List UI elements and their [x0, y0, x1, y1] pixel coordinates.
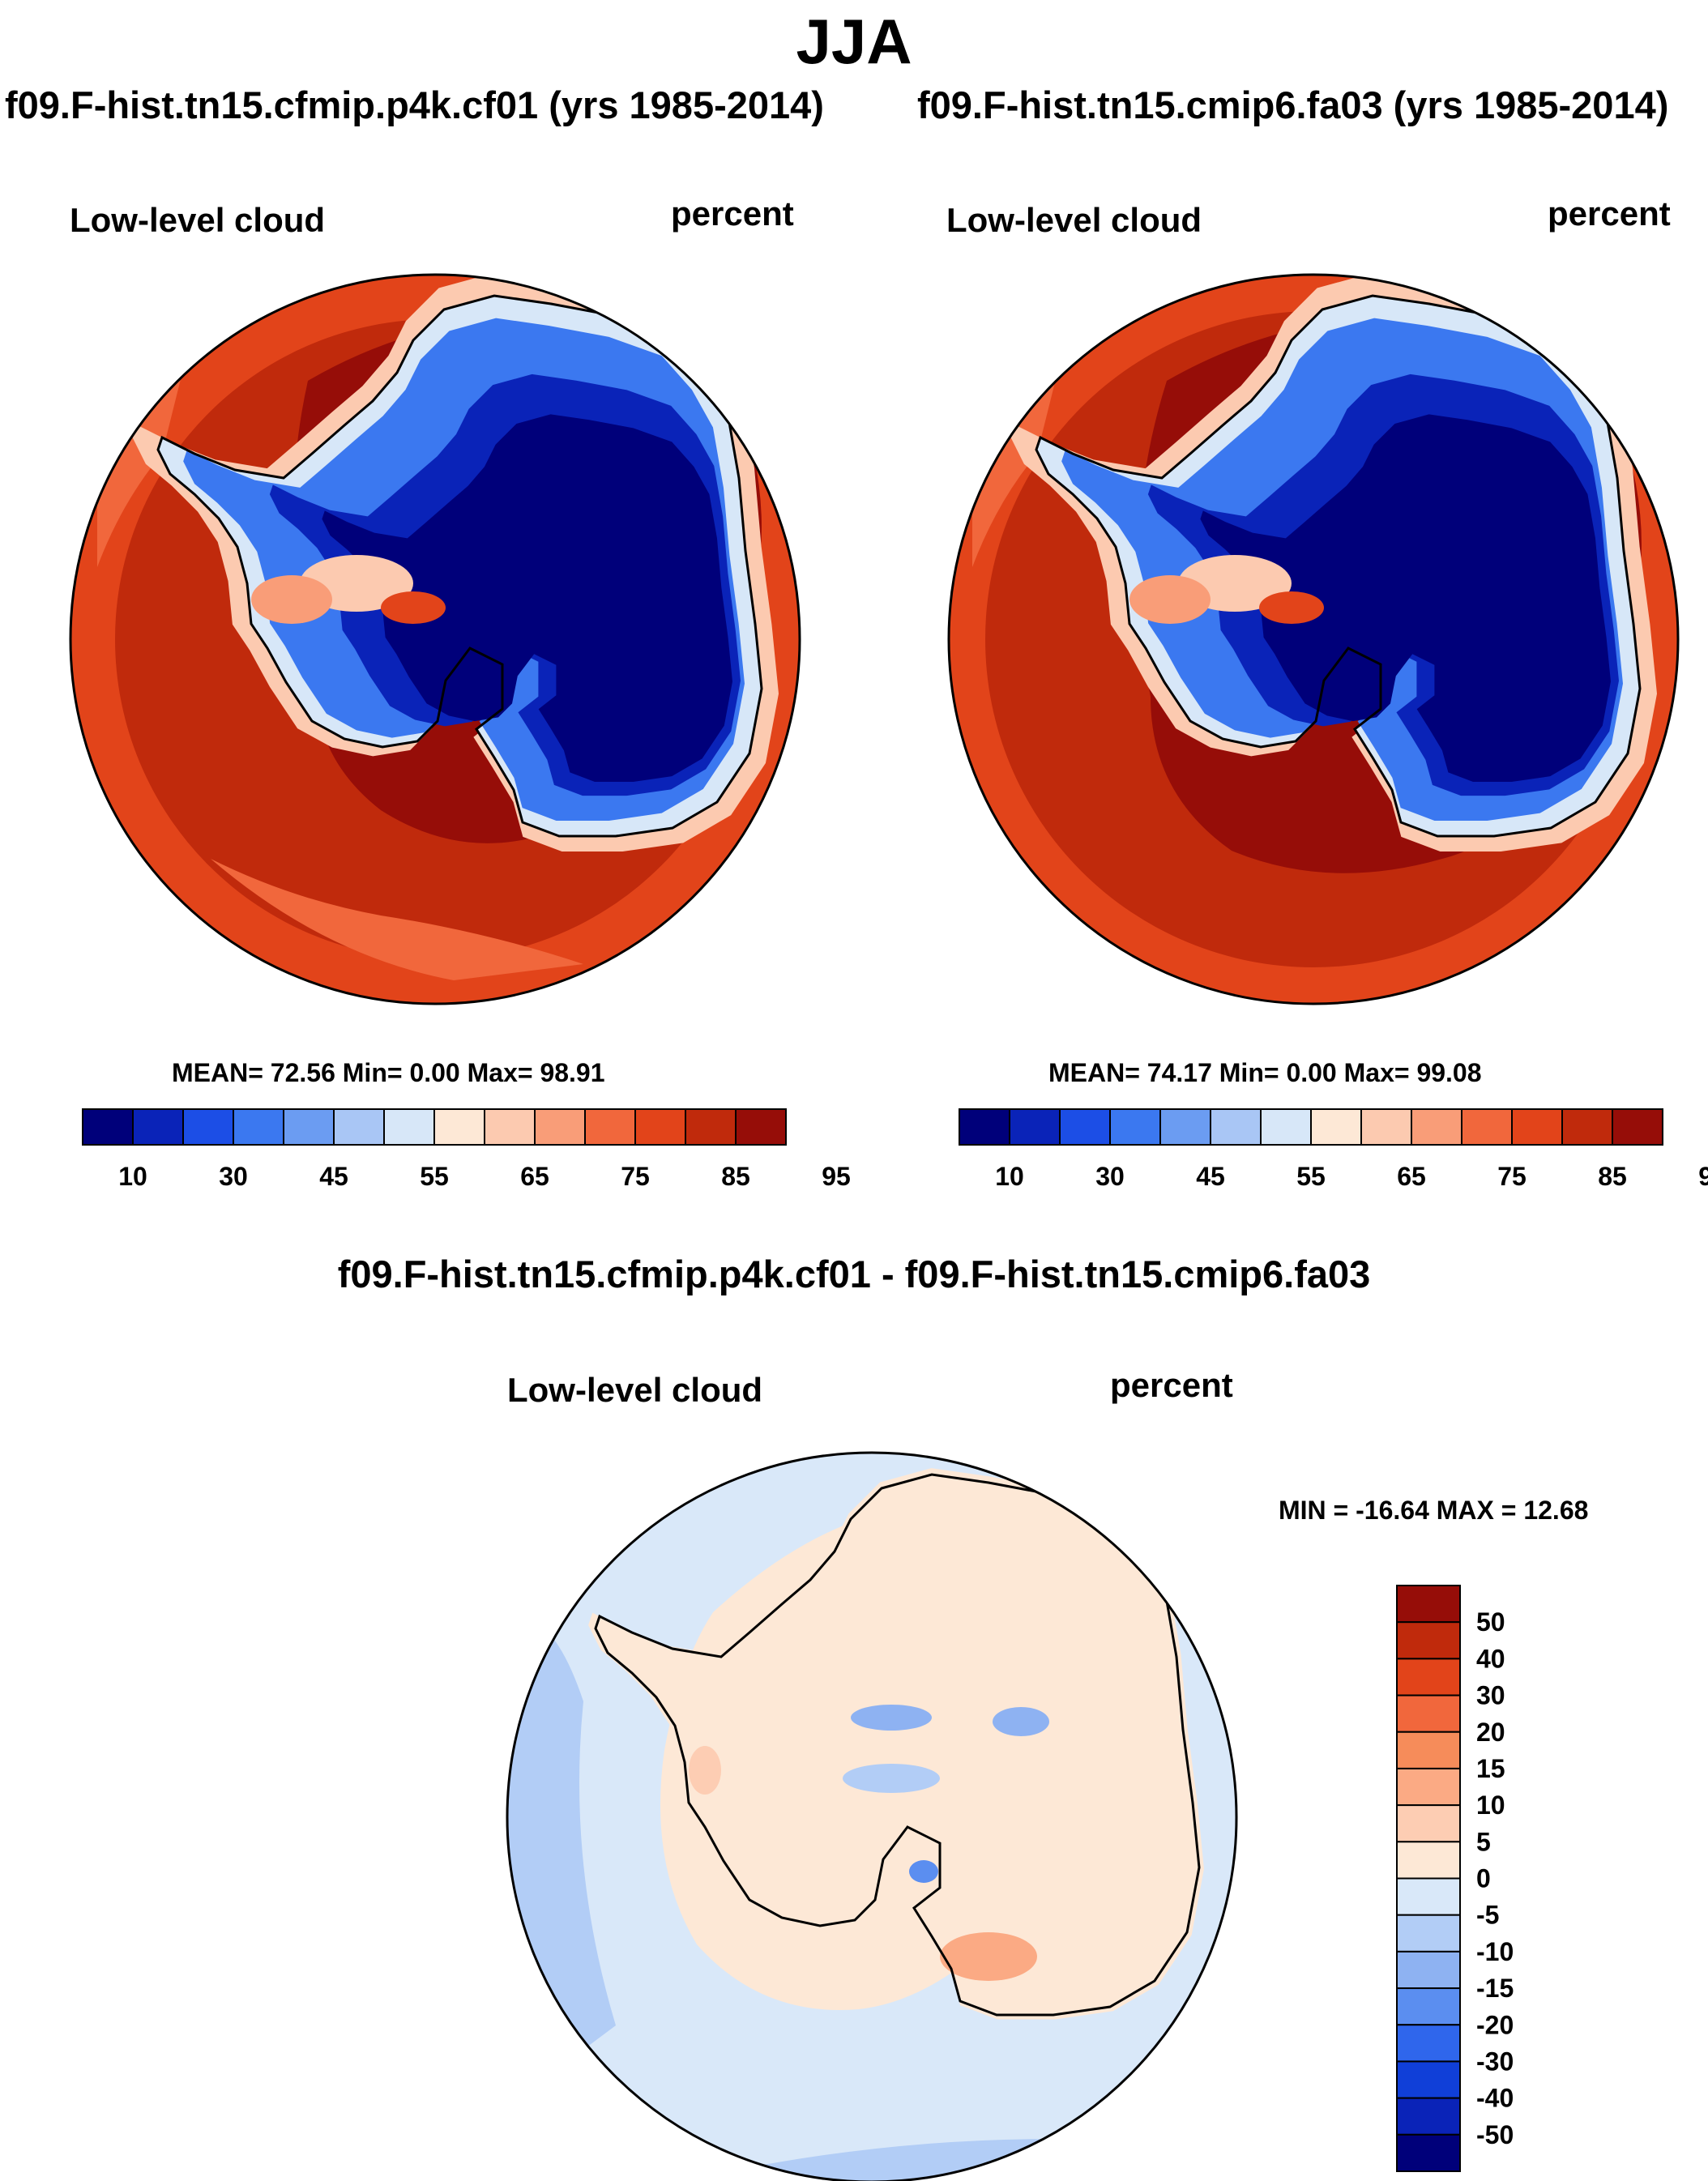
diff-colorbar-swatch — [1396, 2133, 1461, 2172]
diff-polar-map — [506, 1451, 1238, 2181]
diff-colorbar-tick-label: 50 — [1476, 1607, 1505, 1637]
right-colorbar-swatch — [1511, 1108, 1563, 1146]
right-colorbar-tick-label: 10 — [995, 1162, 1024, 1191]
left-colorbar-tick-label: 30 — [219, 1162, 248, 1191]
left-colorbar-tick-label: 65 — [520, 1162, 549, 1191]
left-stats: MEAN= 72.56 Min= 0.00 Max= 98.91 — [172, 1058, 605, 1087]
left-colorbar-tick-label: 55 — [420, 1162, 449, 1191]
left-variable-label: Low-level cloud — [70, 201, 326, 239]
diff-colorbar-tick-label: -50 — [1476, 2120, 1514, 2149]
left-colorbar-tick-label: 75 — [621, 1162, 650, 1191]
right-stats: MEAN= 74.17 Min= 0.00 Max= 99.08 — [1048, 1058, 1482, 1087]
diff-colorbar-tick-label: 20 — [1476, 1718, 1505, 1747]
diff-colorbar-tick-label: -40 — [1476, 2084, 1514, 2113]
left-polar-map — [69, 273, 801, 1005]
right-colorbar-swatch — [1561, 1108, 1613, 1146]
diff-colorbar-swatch — [1396, 2097, 1461, 2136]
diff-colorbar-tick-label: -10 — [1476, 1937, 1514, 1966]
right-colorbar-tick-label: 55 — [1296, 1162, 1326, 1191]
right-colorbar-tick-label: 45 — [1196, 1162, 1225, 1191]
right-colorbar-swatch — [1210, 1108, 1262, 1146]
diff-colorbar-swatch — [1396, 1585, 1461, 1624]
left-colorbar-tick-label: 95 — [822, 1162, 851, 1191]
left-colorbar-swatch — [182, 1108, 234, 1146]
right-polar-map — [947, 273, 1680, 1005]
left-case-title: f09.F-hist.tn15.cfmip.p4k.cf01 (yrs 1985… — [5, 83, 824, 126]
diff-units-label: percent — [1110, 1366, 1233, 1404]
season-title: JJA — [796, 6, 912, 77]
right-units-label: percent — [1548, 194, 1671, 233]
right-colorbar-swatch — [1260, 1108, 1312, 1146]
left-colorbar-swatch — [383, 1108, 435, 1146]
diff-colorbar-swatch — [1396, 2024, 1461, 2063]
diff-colorbar-tick-label: -30 — [1476, 2047, 1514, 2076]
left-colorbar-swatch — [233, 1108, 284, 1146]
diff-colorbar-swatch — [1396, 1914, 1461, 1953]
diff-colorbar-swatch — [1396, 1694, 1461, 1733]
diff-colorbar-tick-label: -20 — [1476, 2010, 1514, 2039]
diff-colorbar-swatch — [1396, 2060, 1461, 2099]
left-colorbar-swatch — [484, 1108, 536, 1146]
diff-stats: MIN = -16.64 MAX = 12.68 — [1279, 1496, 1589, 1525]
diff-colorbar-tick-label: 40 — [1476, 1644, 1505, 1673]
left-colorbar-swatch — [735, 1108, 787, 1146]
left-colorbar-swatch — [685, 1108, 737, 1146]
right-colorbar-swatch — [1109, 1108, 1161, 1146]
right-colorbar-swatch — [959, 1108, 1010, 1146]
diff-colorbar-tick-label: 15 — [1476, 1754, 1505, 1783]
right-case-title: f09.F-hist.tn15.cmip6.fa03 (yrs 1985-201… — [917, 83, 1669, 126]
diff-colorbar-swatch — [1396, 1621, 1461, 1660]
diff-colorbar-tick-label: 5 — [1476, 1827, 1491, 1856]
right-colorbar-swatch — [1310, 1108, 1362, 1146]
right-colorbar-swatch — [1411, 1108, 1462, 1146]
diff-colorbar-swatch — [1396, 1804, 1461, 1843]
diff-title: f09.F-hist.tn15.cfmip.p4k.cf01 - f09.F-h… — [337, 1253, 1371, 1295]
diff-colorbar-tick-label: -15 — [1476, 1974, 1514, 2003]
right-colorbar-tick-label: 95 — [1698, 1162, 1708, 1191]
right-colorbar-swatch — [1009, 1108, 1061, 1146]
diff-colorbar-swatch — [1396, 1767, 1461, 1807]
left-colorbar-swatch — [433, 1108, 485, 1146]
right-colorbar-tick-label: 65 — [1397, 1162, 1426, 1191]
right-colorbar-swatch — [1612, 1108, 1663, 1146]
diff-colorbar-swatch — [1396, 1731, 1461, 1769]
left-colorbar-tick-label: 10 — [118, 1162, 147, 1191]
diff-colorbar-swatch — [1396, 1841, 1461, 1880]
left-units-label: percent — [671, 194, 794, 233]
left-colorbar-swatch — [283, 1108, 335, 1146]
left-colorbar-tick-label: 45 — [319, 1162, 348, 1191]
colorbars: 1030455565758595103045556575859550403020… — [82, 1108, 1708, 2172]
right-colorbar-swatch — [1059, 1108, 1111, 1146]
diff-colorbar-swatch — [1396, 1950, 1461, 1990]
diff-colorbar-swatch — [1396, 1658, 1461, 1697]
left-colorbar-swatch — [333, 1108, 385, 1146]
left-colorbar-swatch — [584, 1108, 636, 1146]
right-colorbar-swatch — [1159, 1108, 1211, 1146]
diff-colorbar-tick-label: 0 — [1476, 1864, 1491, 1893]
right-colorbar-tick-label: 85 — [1598, 1162, 1627, 1191]
diff-colorbar-swatch — [1396, 1987, 1461, 2026]
right-variable-label: Low-level cloud — [946, 201, 1202, 239]
left-colorbar-swatch — [132, 1108, 184, 1146]
left-colorbar-swatch — [82, 1108, 134, 1146]
right-colorbar-tick-label: 30 — [1095, 1162, 1125, 1191]
right-colorbar-swatch — [1461, 1108, 1513, 1146]
left-colorbar-swatch — [534, 1108, 586, 1146]
diff-colorbar-swatch — [1396, 1877, 1461, 1916]
diff-colorbar-tick-label: 30 — [1476, 1681, 1505, 1710]
left-colorbar-tick-label: 85 — [721, 1162, 750, 1191]
left-colorbar-swatch — [634, 1108, 686, 1146]
diff-colorbar-tick-label: 10 — [1476, 1790, 1505, 1820]
right-colorbar-swatch — [1360, 1108, 1412, 1146]
diff-variable-label: Low-level cloud — [507, 1371, 763, 1409]
right-colorbar-tick-label: 75 — [1497, 1162, 1527, 1191]
diff-colorbar-tick-label: -5 — [1476, 1901, 1499, 1930]
